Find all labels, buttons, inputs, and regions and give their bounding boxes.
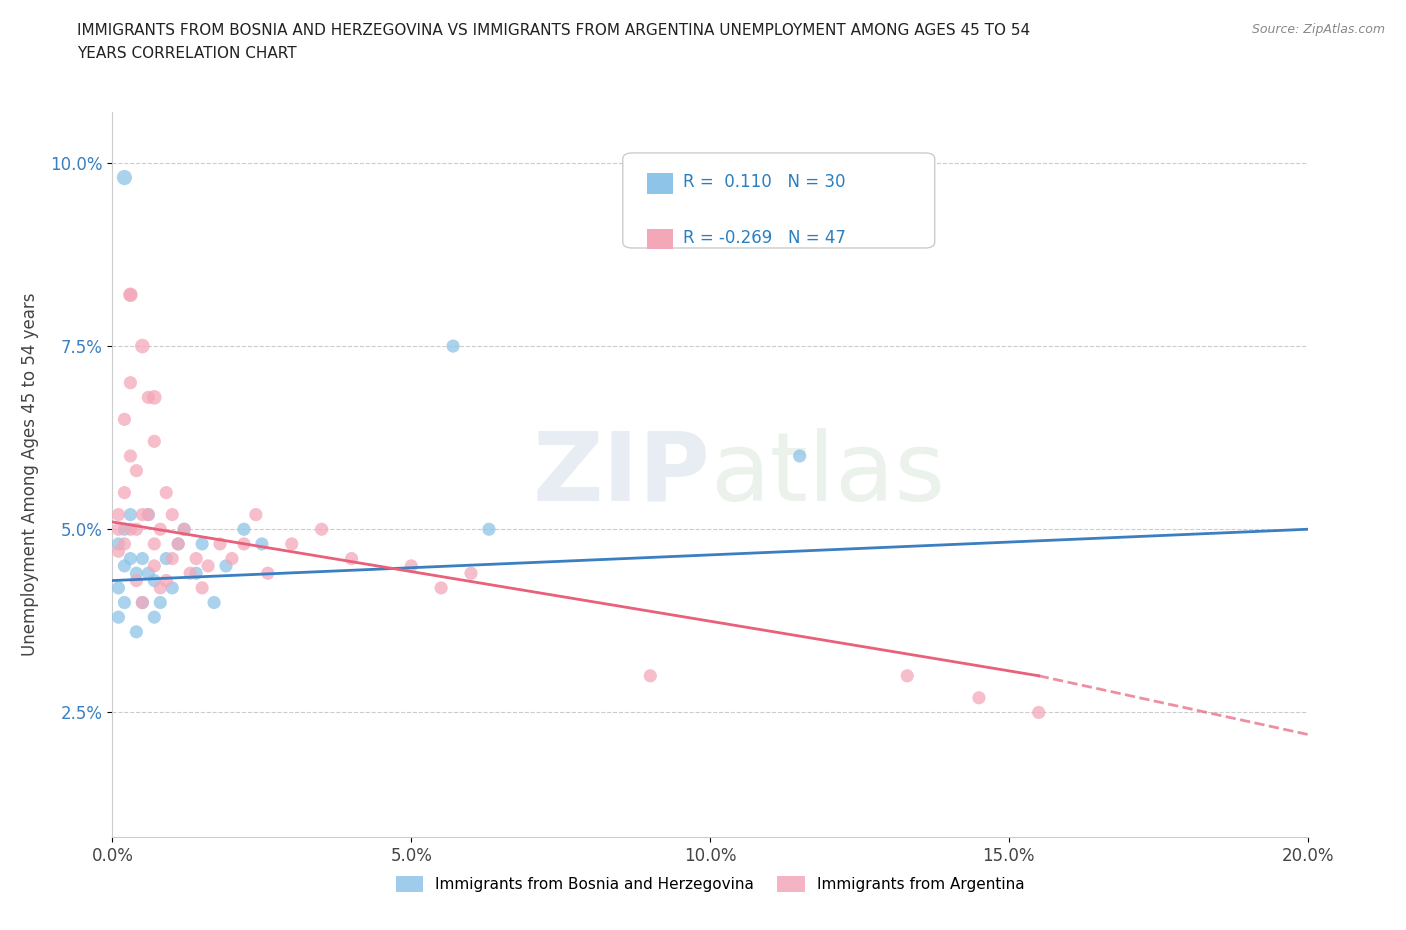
Point [107, 610, 129, 625]
Point [138, 507, 160, 522]
Point [143, 390, 166, 405]
Point [896, 669, 918, 684]
Text: Source: ZipAtlas.com: Source: ZipAtlas.com [1251, 23, 1385, 36]
Point [186, 551, 208, 566]
Point [143, 573, 166, 588]
Point [186, 565, 208, 580]
Point [311, 522, 333, 537]
Point [202, 595, 225, 610]
Point [143, 558, 166, 573]
Point [125, 624, 148, 639]
Point [107, 537, 129, 551]
Point [162, 580, 183, 595]
Text: R =  0.110   N = 30: R = 0.110 N = 30 [682, 173, 845, 192]
Text: IMMIGRANTS FROM BOSNIA AND HERZEGOVINA VS IMMIGRANTS FROM ARGENTINA UNEMPLOYMENT: IMMIGRANTS FROM BOSNIA AND HERZEGOVINA V… [77, 23, 1031, 38]
Point [233, 537, 256, 551]
Text: R = -0.269   N = 47: R = -0.269 N = 47 [682, 229, 845, 247]
Point [138, 507, 160, 522]
Point [250, 537, 273, 551]
Point [114, 412, 135, 427]
Point [114, 595, 135, 610]
Text: ZIP: ZIP [531, 428, 710, 521]
Point [167, 537, 190, 551]
Point [131, 595, 153, 610]
Point [149, 580, 172, 595]
Text: atlas: atlas [710, 428, 945, 521]
Point [125, 565, 148, 580]
Point [120, 522, 142, 537]
Point [197, 558, 219, 573]
Point [281, 537, 304, 551]
Point [143, 610, 166, 625]
Point [120, 448, 142, 463]
Point [173, 522, 195, 537]
Point [143, 537, 166, 551]
Point [107, 522, 129, 537]
Point [340, 551, 363, 566]
Point [401, 558, 423, 573]
Point [478, 522, 501, 537]
Legend: Immigrants from Bosnia and Herzegovina, Immigrants from Argentina: Immigrants from Bosnia and Herzegovina, … [389, 870, 1031, 898]
FancyBboxPatch shape [623, 153, 935, 248]
Text: YEARS CORRELATION CHART: YEARS CORRELATION CHART [77, 46, 297, 61]
Point [209, 537, 232, 551]
Point [114, 522, 135, 537]
Point [120, 376, 142, 391]
Point [138, 390, 160, 405]
Point [640, 669, 662, 684]
Point [114, 537, 135, 551]
Point [125, 573, 148, 588]
Point [114, 170, 135, 185]
Point [245, 507, 267, 522]
Point [173, 522, 195, 537]
Point [233, 522, 256, 537]
Point [191, 580, 214, 595]
Point [143, 434, 166, 449]
Point [131, 595, 153, 610]
Point [131, 507, 153, 522]
Point [167, 537, 190, 551]
Point [107, 507, 129, 522]
Point [120, 551, 142, 566]
Point [155, 551, 177, 566]
Point [114, 485, 135, 500]
Point [131, 339, 153, 353]
Point [107, 580, 129, 595]
Point [162, 551, 183, 566]
Point [460, 565, 482, 580]
Point [120, 507, 142, 522]
Point [125, 522, 148, 537]
Point [162, 507, 183, 522]
Point [114, 558, 135, 573]
Bar [647, 173, 673, 193]
Point [441, 339, 464, 353]
Point [131, 551, 153, 566]
Y-axis label: Unemployment Among Ages 45 to 54 years: Unemployment Among Ages 45 to 54 years [21, 293, 39, 656]
Point [125, 463, 148, 478]
Point [155, 485, 177, 500]
Point [789, 448, 811, 463]
Point [149, 595, 172, 610]
Point [967, 690, 990, 705]
Bar [647, 229, 673, 249]
Point [430, 580, 453, 595]
Point [257, 565, 280, 580]
Point [179, 565, 201, 580]
Point [191, 537, 214, 551]
Point [1028, 705, 1050, 720]
Point [138, 565, 160, 580]
Point [120, 287, 142, 302]
Point [221, 551, 243, 566]
Point [120, 287, 142, 302]
Point [149, 522, 172, 537]
Point [107, 544, 129, 559]
Point [215, 558, 238, 573]
Point [155, 573, 177, 588]
